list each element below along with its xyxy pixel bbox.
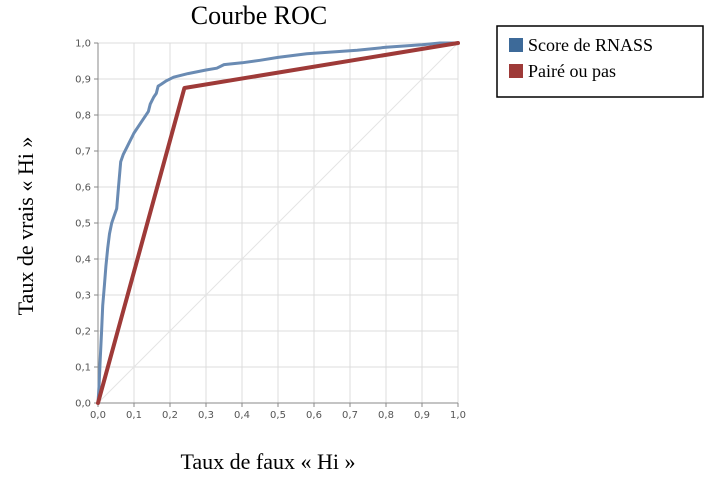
x-tick-label: 0,8 <box>378 410 394 421</box>
x-tick-label: 0,5 <box>270 410 286 421</box>
diagonal-reference-line <box>97 42 459 404</box>
x-tick-label: 0,0 <box>90 410 106 421</box>
y-tick-label: 0,8 <box>75 111 91 122</box>
legend-swatch-paire-ou-pas <box>509 64 523 78</box>
y-tick-label: 0,6 <box>75 183 91 194</box>
x-tick-label: 1,0 <box>450 410 466 421</box>
x-tick-label: 0,4 <box>234 410 250 421</box>
x-tick-label: 0,7 <box>342 410 358 421</box>
y-tick-label: 0,7 <box>75 147 91 158</box>
x-tick-label: 0,2 <box>162 410 178 421</box>
chart-title: Courbe ROC <box>191 1 328 30</box>
x-tick-label: 0,1 <box>126 410 142 421</box>
y-tick-label: 0,2 <box>75 327 91 338</box>
series-layer <box>96 41 460 405</box>
y-tick-labels: 0,0 0,1 0,2 0,3 0,4 0,5 0,6 0,7 0,8 0,9 1,0 <box>75 39 98 410</box>
y-tick-label: 0,3 <box>75 291 91 302</box>
y-tick-label: 0,1 <box>75 363 91 374</box>
y-axis-label: Taux de vrais « Hi » <box>13 137 38 316</box>
x-tick-label: 0,6 <box>306 410 322 421</box>
series-line-score-rnass <box>96 41 460 405</box>
y-tick-label: 0,9 <box>75 75 91 86</box>
legend-label-paire-ou-pas: Pairé ou pas <box>528 61 616 81</box>
x-tick-label: 0,3 <box>198 410 214 421</box>
y-tick-label: 0,4 <box>75 255 91 266</box>
x-tick-label: 0,9 <box>414 410 430 421</box>
legend-swatch-score-rnass <box>509 38 523 52</box>
y-tick-label: 0,5 <box>75 219 91 230</box>
legend-box <box>496 25 704 98</box>
y-tick-label: 1,0 <box>75 39 91 50</box>
x-tick-labels: 0,0 0,1 0,2 0,3 0,4 0,5 0,6 0,7 0,8 0,9 1,0 <box>90 403 466 421</box>
series-line-paire-ou-pas <box>96 41 460 405</box>
legend-label-score-rnass: Score de RNASS <box>528 35 653 55</box>
x-axis-label: Taux de faux « Hi » <box>180 449 355 474</box>
y-tick-label: 0,0 <box>75 399 91 410</box>
legend: Score de RNASS Pairé ou pas <box>496 25 704 98</box>
